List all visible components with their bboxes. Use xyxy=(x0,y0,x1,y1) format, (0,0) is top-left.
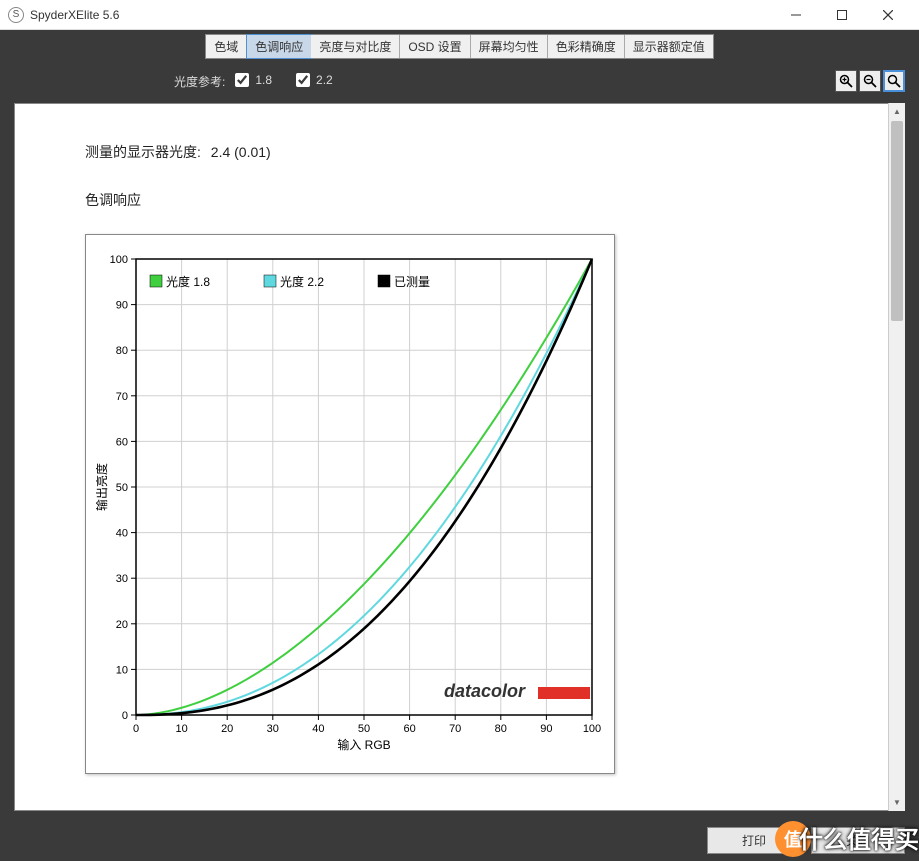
zoom-in-button[interactable] xyxy=(835,70,857,92)
gamma-ref-checkbox-1-8[interactable] xyxy=(235,73,249,87)
window-controls xyxy=(773,0,911,30)
section-title: 色调响应 xyxy=(85,190,834,210)
close-button[interactable] xyxy=(865,0,911,30)
reference-label: 光度参考: xyxy=(174,73,225,90)
svg-text:90: 90 xyxy=(540,723,552,735)
minimize-button[interactable] xyxy=(773,0,819,30)
svg-text:0: 0 xyxy=(122,710,128,722)
svg-text:80: 80 xyxy=(495,723,507,735)
scroll-thumb[interactable] xyxy=(891,121,903,321)
gamma-ref-label: 1.8 xyxy=(255,73,272,87)
svg-text:60: 60 xyxy=(403,723,415,735)
svg-text:60: 60 xyxy=(116,436,128,448)
footer-bar: 打印 关闭 xyxy=(0,819,919,861)
gamma-ref-label: 2.2 xyxy=(316,73,333,87)
app-icon: S xyxy=(8,7,24,23)
tab-0[interactable]: 色域 xyxy=(206,35,247,58)
window-title: SpyderXElite 5.6 xyxy=(30,8,773,22)
tone-response-chart: 0 10 20 30 40 50 60 70 80 90 100 0 10 20 30 40 50 60 70 80 9… xyxy=(85,234,615,774)
svg-text:20: 20 xyxy=(221,723,233,735)
window-titlebar: S SpyderXElite 5.6 xyxy=(0,0,919,30)
svg-text:90: 90 xyxy=(116,300,128,312)
tab-3[interactable]: OSD 设置 xyxy=(400,35,470,58)
svg-text:10: 10 xyxy=(116,664,128,676)
svg-text:0: 0 xyxy=(133,723,139,735)
zoom-controls xyxy=(835,70,905,92)
tab-1[interactable]: 色调响应 xyxy=(246,34,312,59)
tab-4[interactable]: 屏幕均匀性 xyxy=(471,35,548,58)
svg-text:光度 1.8: 光度 1.8 xyxy=(166,274,210,289)
svg-text:100: 100 xyxy=(583,723,601,735)
svg-text:30: 30 xyxy=(116,573,128,585)
svg-text:datacolor: datacolor xyxy=(444,681,526,701)
scroll-down-arrow[interactable]: ▼ xyxy=(889,794,905,811)
tabs-row: 色域色调响应亮度与对比度OSD 设置屏幕均匀性色彩精确度显示器额定值 xyxy=(0,30,919,59)
measured-gamma-line: 测量的显示器光度: 2.4 (0.01) xyxy=(85,142,834,162)
measured-gamma-label: 测量的显示器光度: xyxy=(85,144,201,160)
svg-text:70: 70 xyxy=(116,391,128,403)
svg-text:输出亮度: 输出亮度 xyxy=(96,463,109,511)
print-button[interactable]: 打印 xyxy=(707,827,801,854)
svg-text:已测量: 已测量 xyxy=(394,275,430,289)
scroll-up-arrow[interactable]: ▲ xyxy=(889,103,905,120)
svg-text:20: 20 xyxy=(116,619,128,631)
close-report-button[interactable]: 关闭 xyxy=(811,827,905,854)
options-toolbar: 光度参考: 1.8 2.2 xyxy=(0,59,919,103)
maximize-button[interactable] xyxy=(819,0,865,30)
tab-6[interactable]: 显示器额定值 xyxy=(625,35,713,58)
zoom-out-button[interactable] xyxy=(859,70,881,92)
svg-text:10: 10 xyxy=(175,723,187,735)
report-panel: 测量的显示器光度: 2.4 (0.01) 色调响应 0 10 20 30 40 50 60 7… xyxy=(14,103,905,811)
measured-gamma-value: 2.4 (0.01) xyxy=(211,144,271,160)
vertical-scrollbar[interactable]: ▲ ▼ xyxy=(888,103,905,811)
svg-text:80: 80 xyxy=(116,345,128,357)
svg-text:30: 30 xyxy=(267,723,279,735)
svg-text:70: 70 xyxy=(449,723,461,735)
svg-text:50: 50 xyxy=(358,723,370,735)
svg-text:40: 40 xyxy=(312,723,324,735)
gamma-ref-checkbox-2-2[interactable] xyxy=(296,73,310,87)
svg-text:光度 2.2: 光度 2.2 xyxy=(280,274,324,289)
svg-text:100: 100 xyxy=(110,254,128,266)
svg-text:输入 RGB: 输入 RGB xyxy=(337,737,390,752)
svg-text:40: 40 xyxy=(116,528,128,540)
zoom-fit-button[interactable] xyxy=(883,70,905,92)
svg-text:50: 50 xyxy=(116,482,128,494)
tabs-container: 色域色调响应亮度与对比度OSD 设置屏幕均匀性色彩精确度显示器额定值 xyxy=(205,34,713,59)
tab-5[interactable]: 色彩精确度 xyxy=(548,35,625,58)
tab-2[interactable]: 亮度与对比度 xyxy=(311,35,400,58)
